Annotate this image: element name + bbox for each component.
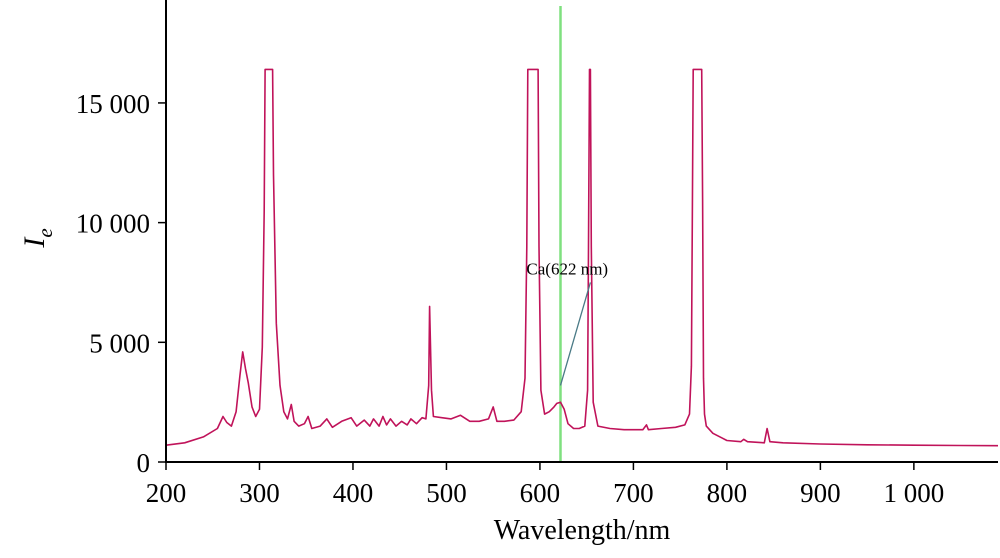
x-tick-label-1: 300 [239, 478, 280, 508]
y-axis-title-main: I [18, 236, 51, 249]
annotation-label: Ca(622 nm) [526, 259, 608, 278]
annotation-leader-line [559, 282, 592, 386]
x-tick-label-3: 500 [426, 478, 467, 508]
y-tick-label-1: 5 000 [89, 328, 150, 358]
x-tick-label-2: 400 [333, 478, 374, 508]
x-tick-label-0: 200 [146, 478, 187, 508]
y-tick-label-0: 0 [137, 448, 151, 478]
y-tick-label-3: 15 000 [76, 89, 150, 119]
series-layer [165, 68, 999, 447]
axes-layer [165, 0, 998, 463]
x-tick-label-8: 1 000 [883, 478, 944, 508]
annotation-layer: Ca(622 nm) [526, 259, 608, 386]
x-tick-label-7: 900 [800, 478, 841, 508]
spectrum-series-line-0 [165, 68, 999, 447]
y-axis-title: Ie [18, 228, 57, 248]
x-axis-title: Wavelength/nm [494, 515, 671, 546]
x-tick-label-4: 600 [520, 478, 561, 508]
x-tick-label-6: 800 [707, 478, 748, 508]
y-tick-label-2: 10 000 [76, 209, 150, 239]
y-axis-title-subscript: e [33, 228, 57, 237]
ticks-layer: 200 300 400 500 600 700 800 900 1 000 0 5 000 10 00… [76, 89, 944, 508]
x-tick-label-5: 700 [613, 478, 654, 508]
